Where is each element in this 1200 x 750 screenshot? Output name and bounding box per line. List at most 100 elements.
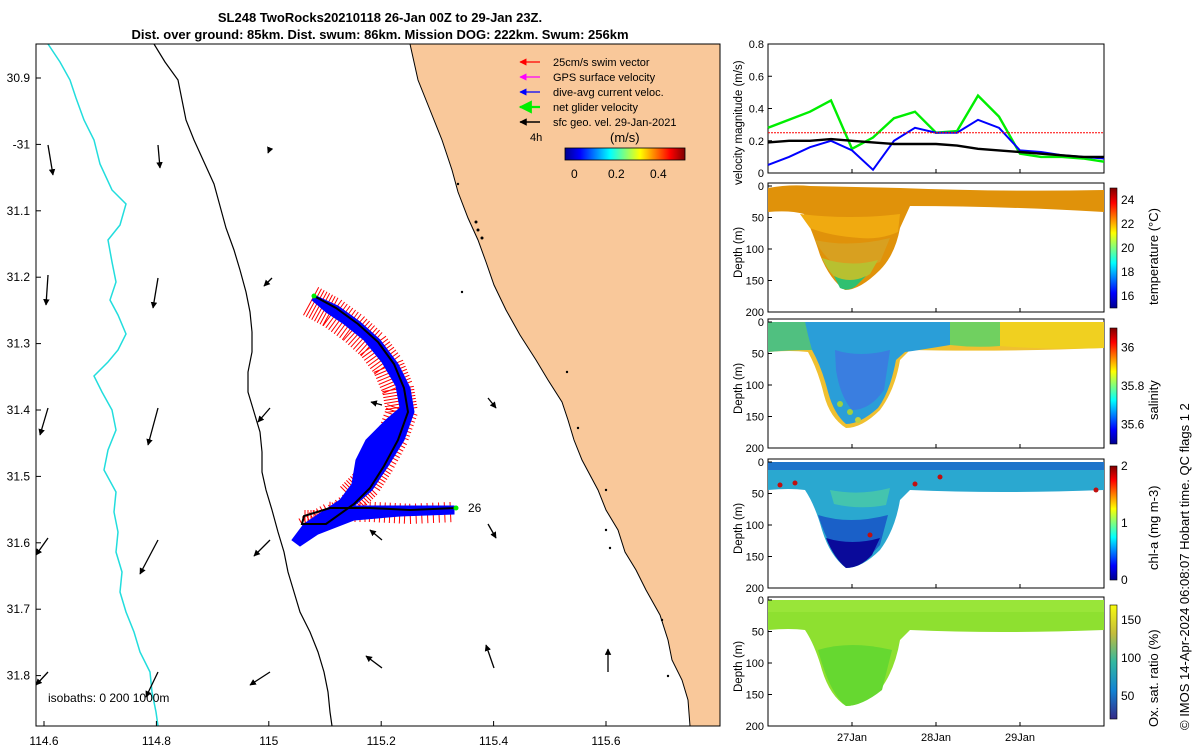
velocity-tick-label: 0 <box>758 168 764 180</box>
latitude-axis: 30.9 -31 31.1 31.2 31.3 31.4 31.5 31.6 31.7 31.8 <box>7 71 41 683</box>
lat-tick-label: 31.1 <box>7 204 31 218</box>
islands <box>456 182 670 678</box>
lon-tick-label: 114.8 <box>142 734 171 748</box>
lon-tick-label: 115 <box>259 734 278 748</box>
legend-dive-avg: dive-avg current veloc. <box>553 87 664 99</box>
depth-tick-label: 0 <box>758 181 764 193</box>
depth-axis-label: Depth (m) <box>733 363 745 414</box>
depth-tick-label: 50 <box>752 489 764 501</box>
velocity-tick-label: 0.4 <box>749 104 764 116</box>
time-tick-label: 29Jan <box>1005 732 1035 744</box>
depth-tick-label: 0 <box>758 595 764 607</box>
colorbar-tick-label: 50 <box>1121 689 1135 703</box>
lat-tick-label: 30.9 <box>7 71 31 85</box>
depth-tick-label: 50 <box>752 349 764 361</box>
velocity-tick-label: 0.8 <box>749 39 764 51</box>
chla-section <box>767 458 1105 589</box>
oxygen-section <box>767 596 1105 727</box>
velocity-panel <box>767 43 1105 174</box>
colorbar-ticks: 16 18 20 22 24 35.6 35.8 36 0 1 2 50 100 150 <box>1121 193 1145 703</box>
map-frame <box>35 43 721 727</box>
oxygen-label: Ox. sat. ratio (%) <box>1146 629 1161 727</box>
depth-tick-label: 150 <box>746 690 764 702</box>
lat-tick-label: 31.2 <box>7 270 31 284</box>
temperature-section <box>767 182 1105 313</box>
depth-axes: 0501001502000501001502000501001502000501… <box>746 181 772 733</box>
colorbar-tick-label: 18 <box>1121 265 1135 279</box>
temperature-colorbar: temperature (°C) <box>1109 187 1161 309</box>
colorbar-tick-label: 36 <box>1121 340 1135 354</box>
colorbar-tick-0: 0 <box>571 167 578 181</box>
colorbar-tick-label: 150 <box>1121 613 1141 627</box>
depth-tick-label: 50 <box>752 213 764 225</box>
depth-tick-label: 0 <box>758 457 764 469</box>
legend-swim-vector: 25cm/s swim vector <box>553 57 650 69</box>
depth-tick-label: 150 <box>746 412 764 424</box>
velocity-series <box>767 93 1105 172</box>
lat-tick-label: 31.8 <box>7 669 31 683</box>
legend-gps-velocity: GPS surface velocity <box>553 72 656 84</box>
legend-net-velocity: net glider velocity <box>553 102 638 114</box>
lat-tick-label: 31.3 <box>7 337 31 351</box>
longitude-axis: 114.6 114.8 115 115.2 115.4 115.6 <box>29 721 621 748</box>
depth-tick-label: 100 <box>746 380 764 392</box>
series-line <box>767 137 1104 159</box>
lon-tick-label: 114.6 <box>29 734 58 748</box>
glider-track <box>300 295 457 525</box>
velocity-tick-label: 0.2 <box>749 136 764 148</box>
chla-colorbar: chl-a (mg m-3) <box>1109 465 1161 581</box>
depth-tick-label: 200 <box>746 583 764 595</box>
colorbar-tick-label: 35.8 <box>1121 379 1145 393</box>
temperature-label: temperature (°C) <box>1146 208 1161 305</box>
time-tick-label: 27Jan <box>837 732 867 744</box>
velocity-ylabel: velocity magnitude (m/s) <box>733 60 745 185</box>
colorbar-tick-label: 100 <box>1121 651 1141 665</box>
lon-tick-label: 115.6 <box>591 734 620 748</box>
colorbar-tick-label: 22 <box>1121 217 1135 231</box>
lat-tick-label: 31.6 <box>7 536 31 550</box>
colorbar-tick-label: 0 <box>1121 573 1128 587</box>
salinity-section <box>767 318 1105 449</box>
oxygen-colorbar: Ox. sat. ratio (%) <box>1109 604 1161 727</box>
land-area <box>409 44 720 726</box>
depth-tick-label: 100 <box>746 520 764 532</box>
depth-axis-label: Depth (m) <box>733 641 745 692</box>
depth-tick-label: 150 <box>746 276 764 288</box>
colorbar-tick-label: 16 <box>1121 289 1135 303</box>
depth-tick-label: 200 <box>746 443 764 455</box>
legend-geo-velocity: sfc geo. vel. 29-Jan-2021 <box>553 117 677 129</box>
salinity-colorbar: salinity <box>1109 327 1161 445</box>
depth-tick-label: 50 <box>752 627 764 639</box>
scale-label: 4h <box>530 132 542 144</box>
depth-axis-label: Depth (m) <box>733 227 745 278</box>
credit-text: © IMOS 14-Apr-2024 06:08:07 Hobart time.… <box>1177 403 1192 730</box>
colorbar-tick-label: 1 <box>1121 516 1128 530</box>
map-legend: 25cm/s swim vector GPS surface velocity … <box>518 57 677 144</box>
chart-title-line2: Dist. over ground: 85km. Dist. swum: 86k… <box>131 27 629 42</box>
depth-axis-label: Depth (m) <box>733 503 745 554</box>
depth-tick-label: 200 <box>746 307 764 319</box>
lon-tick-label: 115.2 <box>367 734 396 748</box>
time-tick-label: 28Jan <box>921 732 951 744</box>
salinity-label: salinity <box>1146 380 1161 420</box>
depth-tick-label: 200 <box>746 721 764 733</box>
depth-tick-label: 150 <box>746 552 764 564</box>
chart-title-line1: SL248 TwoRocks20210118 26-Jan 00Z to 29-… <box>217 10 543 25</box>
colorbar-tick-1: 0.2 <box>608 167 625 181</box>
chla-label: chl-a (mg m-3) <box>1146 485 1161 570</box>
colorbar-tick-2: 0.4 <box>650 167 667 181</box>
velocity-tick-label: 0.6 <box>749 71 764 83</box>
depth-tick-label: 0 <box>758 317 764 329</box>
map-colorbar: (m/s) 0 0.2 0.4 <box>564 130 686 181</box>
velocity-y-axis: 0 0.2 0.4 0.6 0.8 <box>749 39 772 180</box>
depth-tick-label: 100 <box>746 658 764 670</box>
isobath-200m <box>153 44 333 726</box>
colorbar-tick-label: 2 <box>1121 459 1128 473</box>
lat-tick-label: -31 <box>13 137 31 151</box>
isobath-1000m <box>47 44 159 726</box>
lon-tick-label: 115.4 <box>479 734 508 748</box>
depth-labels: Depth (m) Depth (m) Depth (m) Depth (m) <box>733 227 745 692</box>
geo-velocity-arrows <box>36 144 612 698</box>
colorbar-tick-label: 20 <box>1121 241 1135 255</box>
